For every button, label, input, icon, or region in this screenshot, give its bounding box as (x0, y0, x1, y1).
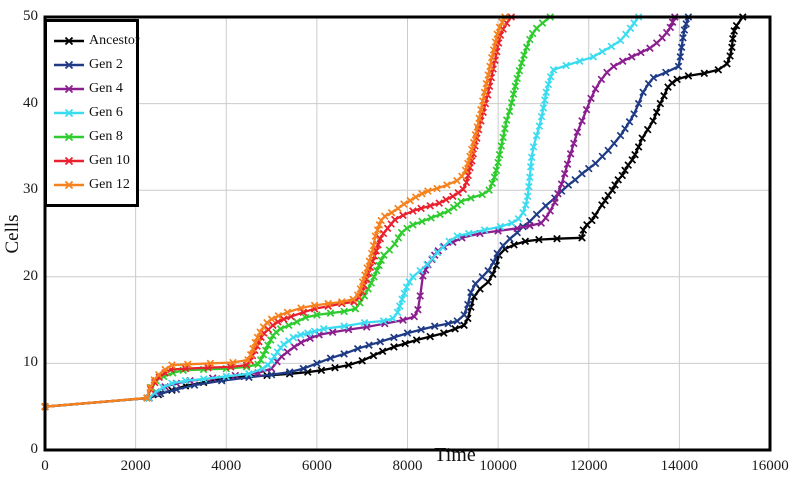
x-tick-label: 4000 (211, 458, 242, 474)
legend-label: Ancestor (89, 33, 140, 48)
legend-line-x-marker-icon (54, 156, 84, 166)
legend: Ancestor Gen 2 Gen 4 Gen 6 Gen 8 Gen 10 Gen 12 (44, 19, 140, 207)
plot-border (43, 15, 772, 452)
series-gen-8 (41, 13, 555, 411)
legend-label: Gen 4 (89, 81, 123, 96)
legend-entry-gen-4: Gen 4 (53, 77, 132, 101)
x-axis-title: Time (434, 444, 476, 466)
x-tick-label: 8000 (392, 458, 423, 474)
x-tick-label: 12000 (570, 458, 608, 474)
y-tick-label: 10 (23, 354, 38, 371)
x-tick-label: 14000 (660, 458, 699, 474)
x-tick-label: 0 (41, 458, 49, 474)
legend-line-x-marker-icon (54, 108, 84, 118)
y-tick-label: 30 (23, 181, 38, 198)
legend-line-x-marker-icon (54, 84, 84, 94)
legend-entry-gen-12: Gen 12 (53, 173, 132, 197)
y-axis-title: Cells (2, 214, 23, 254)
legend-label: Gen 10 (89, 153, 130, 168)
x-tick-label: 6000 (301, 458, 332, 474)
series-gen-2 (41, 13, 693, 411)
legend-entry-gen-2: Gen 2 (53, 53, 132, 77)
legend-line-x-marker-icon (54, 180, 84, 190)
legend-label: Gen 2 (89, 57, 123, 72)
legend-entry-gen-8: Gen 8 (53, 125, 132, 149)
legend-label: Gen 8 (89, 129, 123, 144)
legend-line-x-marker-icon (54, 60, 84, 70)
x-markers (41, 13, 693, 411)
y-tick-label: 50 (23, 8, 38, 24)
y-tick-label: 40 (23, 94, 38, 111)
legend-line-x-marker-icon (54, 36, 84, 46)
series-gen-12 (41, 13, 509, 411)
legend-entry-gen-6: Gen 6 (53, 101, 132, 125)
legend-entry-gen-10: Gen 10 (53, 149, 132, 173)
x-tick-label: 2000 (120, 458, 151, 474)
legend-line-x-marker-icon (54, 132, 84, 142)
x-tick-label: 10000 (479, 458, 517, 474)
legend-entry-ancestor: Ancestor (53, 29, 140, 53)
legend-label: Gen 12 (89, 177, 130, 192)
legend-label: Gen 6 (89, 105, 123, 120)
gridlines (45, 17, 770, 450)
y-tick-label: 20 (23, 267, 38, 284)
x-tick-label: 16000 (751, 458, 789, 474)
y-tick-label: 0 (30, 441, 39, 457)
